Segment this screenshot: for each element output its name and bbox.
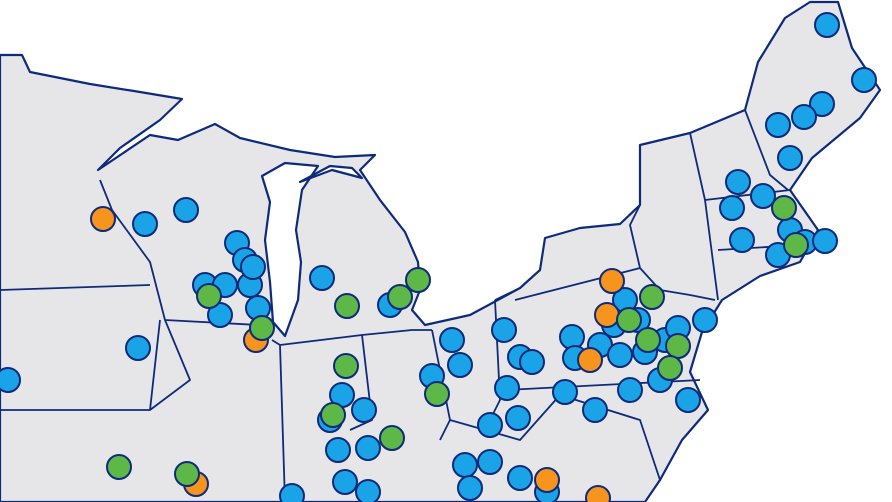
location-dot xyxy=(809,91,835,117)
location-dot xyxy=(616,307,642,333)
location-dot xyxy=(599,268,625,294)
location-dot xyxy=(325,437,351,463)
location-dot xyxy=(594,302,620,328)
location-dot xyxy=(279,483,305,502)
location-dot xyxy=(719,195,745,221)
lake-huron-shore xyxy=(298,164,364,184)
location-dot xyxy=(582,397,608,423)
location-dot xyxy=(333,353,359,379)
location-dot xyxy=(639,284,665,310)
location-dot xyxy=(851,67,877,93)
location-dot xyxy=(477,449,503,475)
location-dot xyxy=(332,469,358,495)
location-dot xyxy=(791,104,817,130)
location-dot xyxy=(552,379,578,405)
location-dot xyxy=(635,327,661,353)
location-dot xyxy=(812,228,838,254)
location-dot xyxy=(657,355,683,381)
location-dot xyxy=(692,307,718,333)
location-dot xyxy=(355,435,381,461)
location-dot xyxy=(106,454,132,480)
location-dot xyxy=(439,327,465,353)
location-dot xyxy=(534,467,560,493)
location-dot xyxy=(585,485,611,502)
location-dot xyxy=(457,475,483,501)
location-dot xyxy=(132,211,158,237)
location-dot xyxy=(387,284,413,310)
location-dot xyxy=(729,227,755,253)
location-dot xyxy=(334,293,360,319)
location-dot xyxy=(725,169,751,195)
location-dot xyxy=(783,232,809,258)
location-dot xyxy=(765,112,791,138)
location-dot xyxy=(447,352,473,378)
location-dot xyxy=(173,197,199,223)
location-dot xyxy=(617,377,643,403)
location-dot xyxy=(491,317,517,343)
lake-michigan xyxy=(260,161,320,338)
location-dot xyxy=(196,283,222,309)
location-dot xyxy=(750,183,776,209)
location-dot xyxy=(249,315,275,341)
location-dot xyxy=(125,335,151,361)
location-dot xyxy=(577,347,603,373)
location-dot xyxy=(240,254,266,280)
dots xyxy=(0,12,877,502)
location-dot xyxy=(174,461,200,487)
location-dot xyxy=(665,333,691,359)
location-dot xyxy=(405,267,431,293)
location-dot xyxy=(0,367,21,393)
location-dot xyxy=(379,425,405,451)
location-dot xyxy=(494,375,520,401)
location-dot xyxy=(452,452,478,478)
location-dot xyxy=(309,265,335,291)
location-dot xyxy=(320,402,346,428)
location-dot xyxy=(424,381,450,407)
location-dot xyxy=(90,206,116,232)
location-dot xyxy=(771,195,797,221)
location-dot xyxy=(207,302,233,328)
location-dot xyxy=(507,465,533,491)
location-dot xyxy=(351,397,377,423)
location-dot xyxy=(814,12,840,38)
location-dot xyxy=(607,342,633,368)
location-dot xyxy=(477,412,503,438)
location-dot xyxy=(777,145,803,171)
location-dot xyxy=(675,387,701,413)
location-dot xyxy=(505,405,531,431)
location-dot xyxy=(355,479,381,502)
location-dot xyxy=(519,349,545,375)
